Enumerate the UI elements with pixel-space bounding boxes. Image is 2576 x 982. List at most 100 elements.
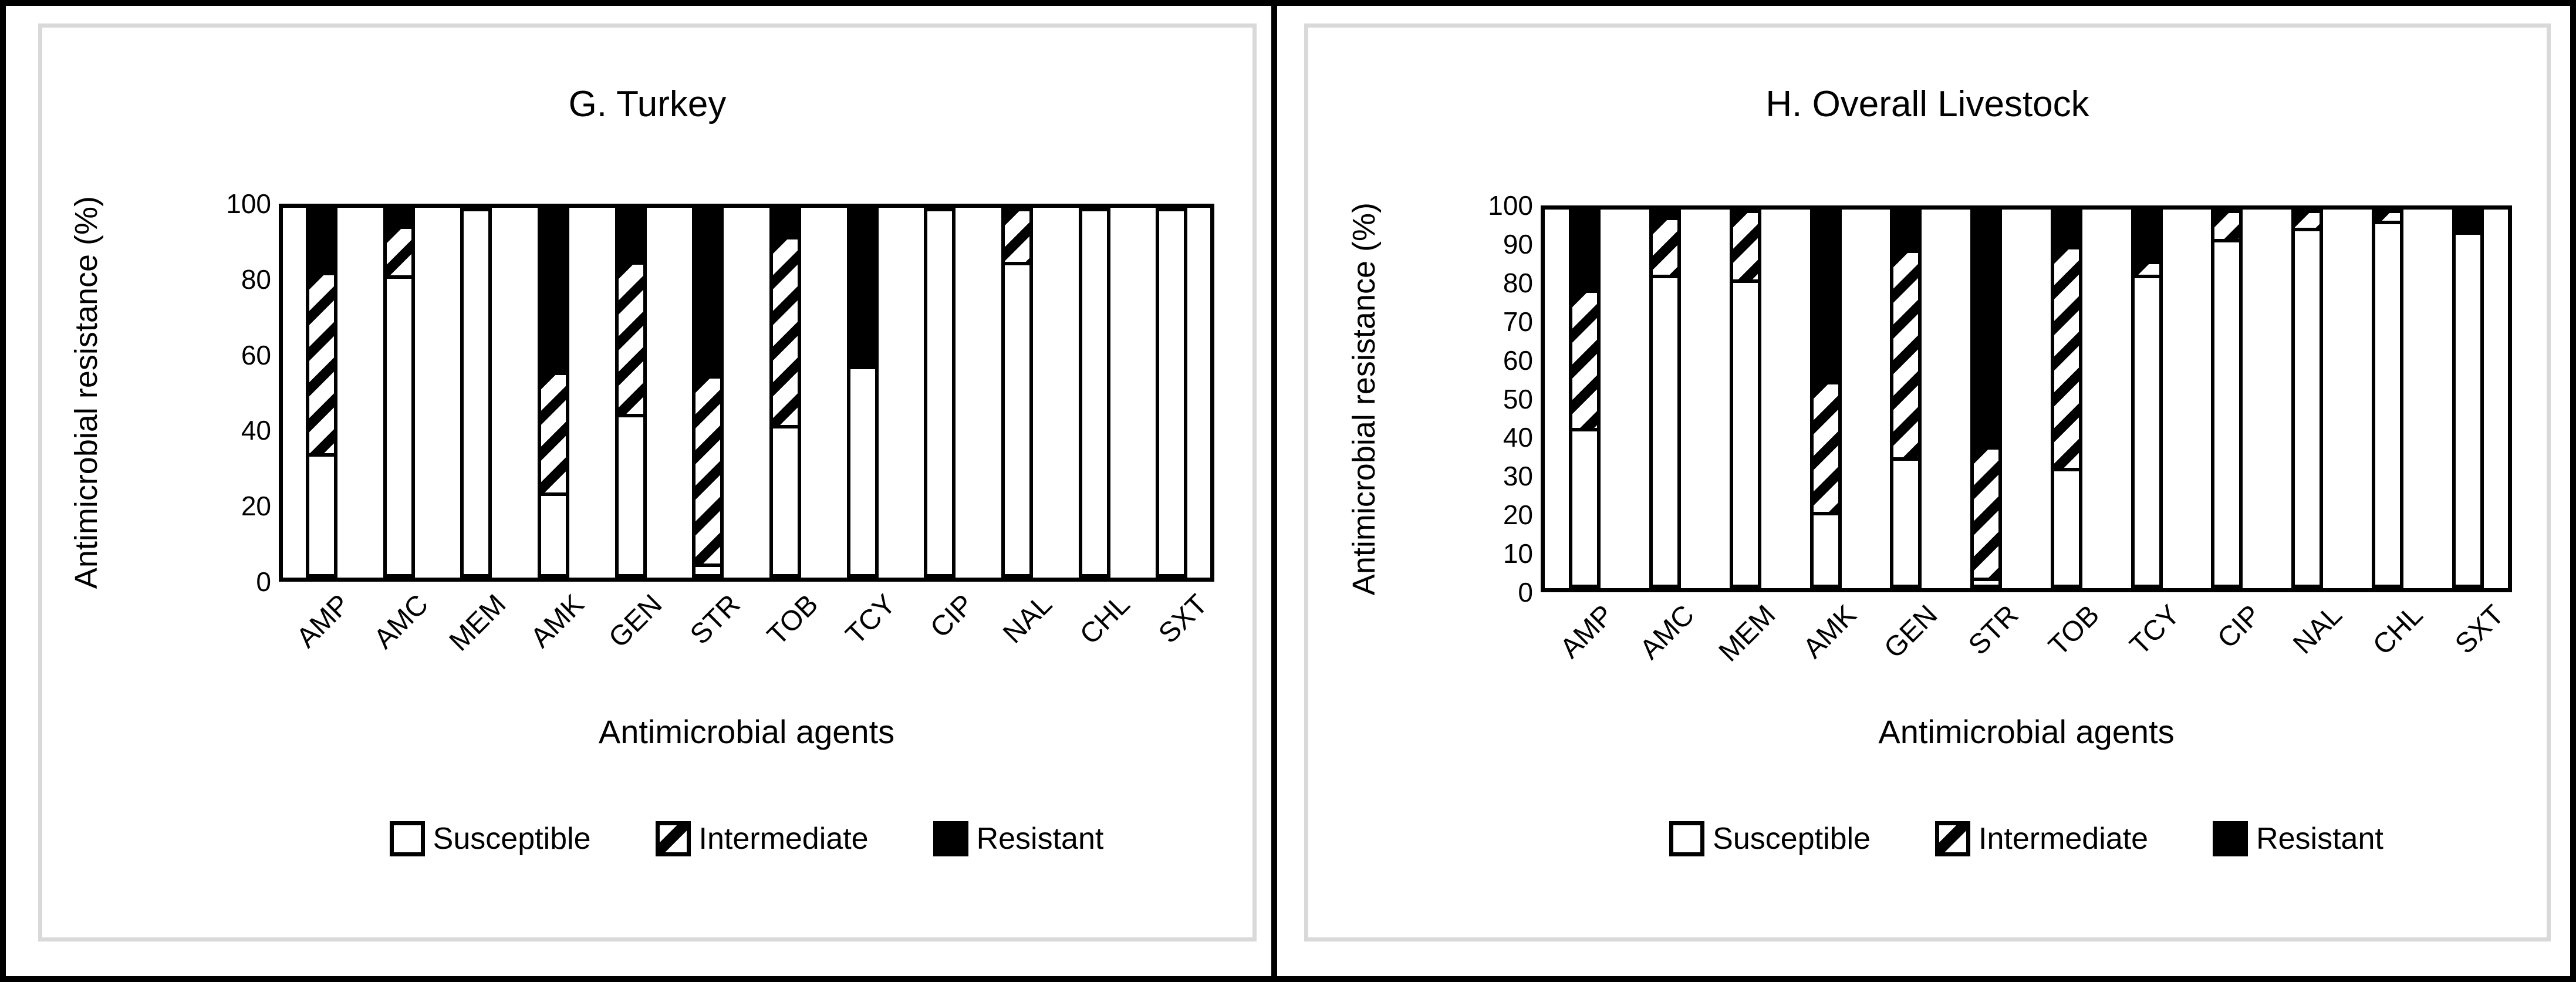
panel-overall-livestock-chart: H. Overall Livestock Antimicrobial resis… (1304, 23, 2551, 941)
legend-label: Resistant (976, 822, 1104, 856)
x-category-label-sxt: SXT (2449, 599, 2510, 660)
x-category-label-mem: MEM (443, 588, 512, 657)
stacked-bar-chl (1078, 208, 1110, 578)
stacked-bar-tcy (846, 208, 879, 578)
x-axis-title: Antimicrobial agents (1878, 713, 2175, 750)
bar-segment-intermediate (1733, 213, 1758, 279)
bar-segment-intermediate (1893, 249, 1919, 457)
x-category-label-amk: AMK (525, 588, 590, 654)
bar-slot (1545, 210, 1625, 588)
y-tick-label: 10 (1503, 538, 1533, 569)
bar-segment-resistant (696, 211, 721, 375)
chart-title: G. Turkey (568, 84, 727, 124)
stacked-bar-nal (1001, 208, 1033, 578)
stacked-bar-nal (2291, 210, 2324, 588)
bar-slot (2187, 210, 2267, 588)
stacked-bar-tob (769, 208, 801, 578)
stacked-bar-gen (615, 208, 647, 578)
y-tick-label: 40 (1503, 422, 1533, 453)
y-tick-label: 70 (1503, 306, 1533, 337)
y-tick-label: 0 (256, 566, 271, 597)
bar-segment-susceptible (696, 563, 721, 575)
legend-item-resistant: Resistant (2213, 821, 2383, 856)
legend-item-resistant: Resistant (933, 821, 1104, 856)
bar-segment-intermediate (1813, 380, 1838, 512)
bar-segment-susceptible (1733, 279, 1758, 585)
stacked-bar-mem (460, 208, 492, 578)
bar-segment-susceptible (2134, 275, 2159, 585)
y-tick-label: 80 (241, 264, 271, 295)
bar-slot (2106, 210, 2187, 588)
bar-segment-intermediate (696, 374, 721, 563)
bar-slot (669, 208, 747, 578)
bar-slot (1785, 210, 1866, 588)
y-axis-title-wrap: Antimicrobial resistance (%) (1326, 202, 1402, 596)
bar-segment-intermediate (541, 371, 566, 492)
bar-slot (2267, 210, 2348, 588)
bar-segment-intermediate (309, 272, 334, 454)
legend-label: Resistant (2256, 822, 2383, 856)
stacked-bar-tob (2050, 210, 2082, 588)
x-category-label-tob: TOB (2042, 599, 2105, 662)
y-tick-labels: 0 20 40 60 80 100 (148, 190, 271, 595)
stacked-bar-amc (1649, 210, 1682, 588)
stacked-bar-sxt (1156, 208, 1188, 578)
bar-segment-resistant (1572, 213, 1598, 290)
x-category-label-gen: GEN (1878, 599, 1943, 664)
bar-segment-susceptible (772, 424, 798, 574)
bar-segment-susceptible (386, 275, 411, 574)
stacked-bar-amp (1569, 210, 1601, 588)
bar-slot (1866, 210, 1946, 588)
legend-label: Susceptible (433, 822, 591, 856)
panel-divider (1271, 6, 1277, 976)
bar-slot (592, 208, 670, 578)
bar-segment-intermediate (1653, 217, 1678, 275)
bar-slot (747, 208, 824, 578)
bar-slot (978, 208, 1056, 578)
bar-segment-susceptible (850, 366, 875, 574)
y-tick-label: 80 (1503, 267, 1533, 298)
bar-slot (1133, 208, 1210, 578)
x-category-label-amp: AMP (1554, 599, 1620, 664)
y-axis-title: Antimicrobial resistance (%) (1346, 202, 1382, 596)
legend-swatch-susceptible-icon (389, 821, 425, 856)
bar-segment-intermediate (618, 261, 643, 414)
bar-segment-susceptible (1082, 211, 1107, 574)
x-category-label-sxt: SXT (1153, 588, 1214, 650)
bar-segment-resistant (618, 211, 643, 261)
x-category-label-str: STR (1962, 599, 2024, 662)
bar-segment-resistant (850, 211, 875, 366)
stacked-bar-str (692, 208, 724, 578)
plot-area (1541, 205, 2512, 592)
bar-segment-susceptible (1159, 211, 1184, 574)
legend-swatch-intermediate-icon (1935, 821, 1971, 856)
bar-slot (901, 208, 978, 578)
bar-slot (824, 208, 902, 578)
bar-segment-intermediate (2375, 213, 2400, 221)
stacked-bar-cip (924, 208, 956, 578)
stacked-bar-chl (2371, 210, 2403, 588)
stacked-bar-gen (1890, 210, 1922, 588)
x-category-label-amc: AMC (367, 588, 434, 655)
x-category-label-gen: GEN (603, 588, 669, 654)
legend-item-susceptible: Susceptible (1669, 821, 1871, 856)
x-category-label-amc: AMC (1634, 599, 1701, 666)
bar-segment-susceptible (1893, 457, 1919, 585)
legend-item-susceptible: Susceptible (389, 821, 591, 856)
bar-segment-susceptible (2054, 468, 2079, 585)
y-tick-labels: 0 10 20 30 40 50 60 70 80 90 100 (1410, 192, 1533, 606)
bar-segment-intermediate (386, 225, 411, 276)
bar-slot (2428, 210, 2508, 588)
bar-segment-susceptible (1653, 275, 1678, 585)
bar-segment-susceptible (2455, 231, 2480, 585)
x-category-label-amk: AMK (1797, 599, 1863, 664)
stacked-bar-amk (537, 208, 569, 578)
bar-segment-susceptible (618, 414, 643, 574)
bar-slot (283, 208, 360, 578)
y-tick-label: 30 (1503, 461, 1533, 492)
y-axis-title: Antimicrobial resistance (%) (69, 196, 104, 589)
bar-segment-resistant (386, 211, 411, 226)
bar-slot (2027, 210, 2107, 588)
legend-item-intermediate: Intermediate (655, 821, 869, 856)
x-category-label-cip: CIP (2212, 599, 2267, 654)
